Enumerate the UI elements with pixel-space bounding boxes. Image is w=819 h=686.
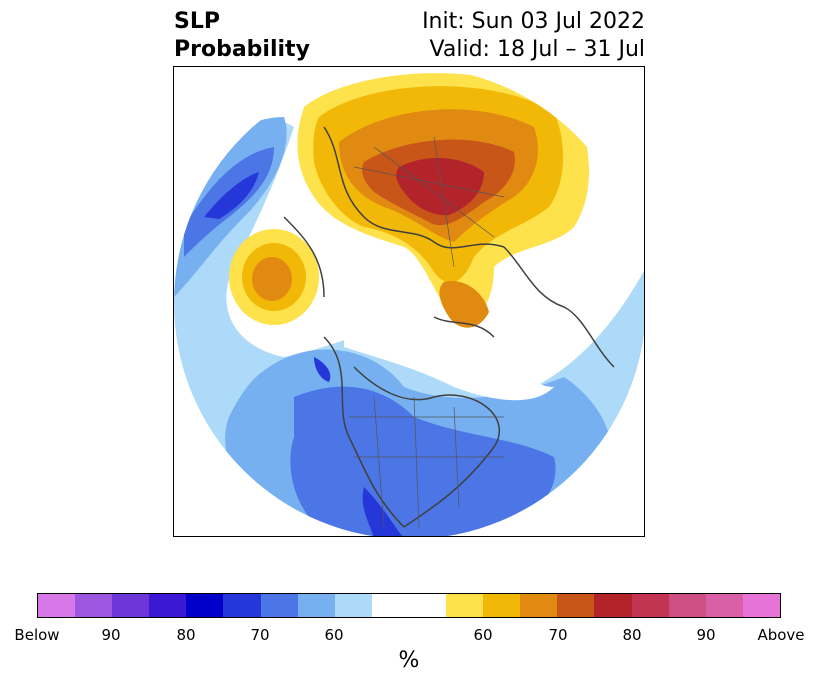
colorbar-above-segment — [742, 594, 780, 617]
probability-map-svg — [174, 67, 644, 536]
colorbar-below-segment — [260, 594, 298, 617]
colorbar-below-segment — [112, 594, 150, 617]
below-70-region — [290, 386, 556, 536]
colorbar-tick-label: 80 — [622, 626, 642, 644]
colorbar-tick-label: 70 — [250, 626, 270, 644]
colorbar-tick-label: 90 — [696, 626, 716, 644]
colorbar-above-segment — [594, 594, 632, 617]
colorbar-unit: % — [398, 648, 420, 673]
polar-map — [173, 66, 645, 537]
valid-range: Valid: 18 Jul – 31 Jul — [429, 37, 645, 62]
colorbar-above-segment — [631, 594, 669, 617]
colorbar-below-segment — [297, 594, 335, 617]
init-date: Init: Sun 03 Jul 2022 — [422, 9, 645, 34]
colorbar-below-segment — [186, 594, 224, 617]
map-dates: Init: Sun 03 Jul 2022 Valid: 18 Jul – 31… — [422, 8, 645, 64]
colorbar-tick-label: Above — [757, 626, 805, 644]
above-80-region — [396, 157, 484, 216]
colorbar-below-segment — [223, 594, 261, 617]
colorbar-neutral-segment — [371, 594, 447, 617]
colorbar-tick-label: 90 — [101, 626, 121, 644]
colorbar-above-segment — [668, 594, 706, 617]
colorbar-above-segment — [705, 594, 743, 617]
map-title: SLP Probability — [174, 8, 310, 64]
colorbar-tick-label: 60 — [324, 626, 344, 644]
colorbar-above-segment — [483, 594, 521, 617]
colorbar-above-segment — [520, 594, 558, 617]
probability-colorbar — [37, 593, 781, 618]
colorbar-below-segment — [334, 594, 372, 617]
colorbar-tick-label: 80 — [176, 626, 196, 644]
title-line-type: Probability — [174, 37, 310, 62]
colorbar-above-segment — [557, 594, 595, 617]
colorbar-below-segment — [38, 594, 76, 617]
title-line-variable: SLP — [174, 9, 220, 34]
colorbar-tick-label: 70 — [548, 626, 568, 644]
colorbar-above-segment — [446, 594, 484, 617]
colorbar-tick-label: 60 — [473, 626, 493, 644]
borders — [349, 136, 505, 528]
colorbar-below-segment — [75, 594, 113, 617]
colorbar-tick-label: Below — [14, 626, 60, 644]
colorbar-below-segment — [149, 594, 187, 617]
